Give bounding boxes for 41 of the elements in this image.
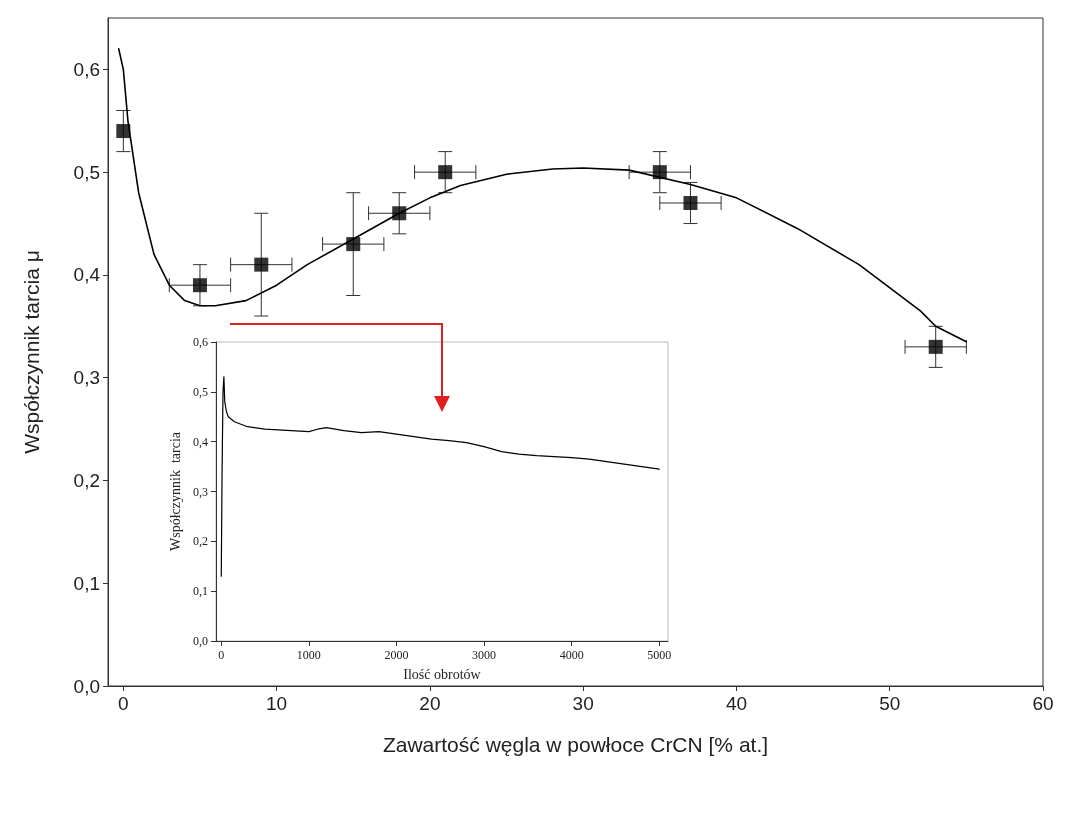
point <box>683 195 698 210</box>
y-tick-label: 0,6 <box>73 58 100 80</box>
x-tick-label: 50 <box>879 693 901 714</box>
y-tick-label: 0,3 <box>193 484 208 499</box>
y-tick-label: 0,1 <box>73 572 100 594</box>
y-tick-label: 0,4 <box>73 264 101 286</box>
y-tick-label: 0,2 <box>193 534 208 549</box>
x-axis-title: Zawartość węgla w powłoce CrCN [% at.] <box>382 733 769 756</box>
point <box>254 257 269 272</box>
x-tick-label: 20 <box>419 693 441 714</box>
x-tick-label: 10 <box>266 693 288 714</box>
y-axis-title: Współczynnik tarcia μ <box>20 250 43 454</box>
x-tick-label: 40 <box>725 693 748 714</box>
y-tick-label: 0,4 <box>193 434 208 449</box>
x-tick-label: 4000 <box>559 648 584 662</box>
point <box>438 165 453 180</box>
point <box>928 339 943 354</box>
point <box>392 206 407 221</box>
x-tick-label: 60 <box>1032 693 1054 714</box>
y-tick-label: 0,5 <box>193 384 208 399</box>
x-axis-title: Ilość obrotów <box>403 666 482 682</box>
y-tick-label: 0,0 <box>73 675 100 697</box>
x-tick-label: 5000 <box>647 648 672 662</box>
y-tick-label: 0,3 <box>73 367 100 389</box>
x-tick-label: 0 <box>118 693 129 714</box>
point <box>116 124 131 139</box>
y-tick-label: 0,6 <box>193 335 208 349</box>
line-series <box>220 376 660 577</box>
y-tick-label: 0,2 <box>73 469 100 491</box>
x-tick-label: 2000 <box>384 648 409 662</box>
y-tick-label: 0,1 <box>193 584 208 599</box>
x-tick-label: 0 <box>218 648 225 662</box>
y-tick-label: 0,5 <box>73 161 100 183</box>
point <box>346 237 361 252</box>
y-tick-label: 0,0 <box>193 634 208 648</box>
y-axis-title: Współczynnik tarcia <box>167 431 183 551</box>
x-tick-label: 1000 <box>296 648 321 662</box>
point <box>652 165 667 180</box>
x-tick-label: 3000 <box>472 648 497 662</box>
point <box>192 278 207 293</box>
x-tick-label: 30 <box>572 693 594 714</box>
